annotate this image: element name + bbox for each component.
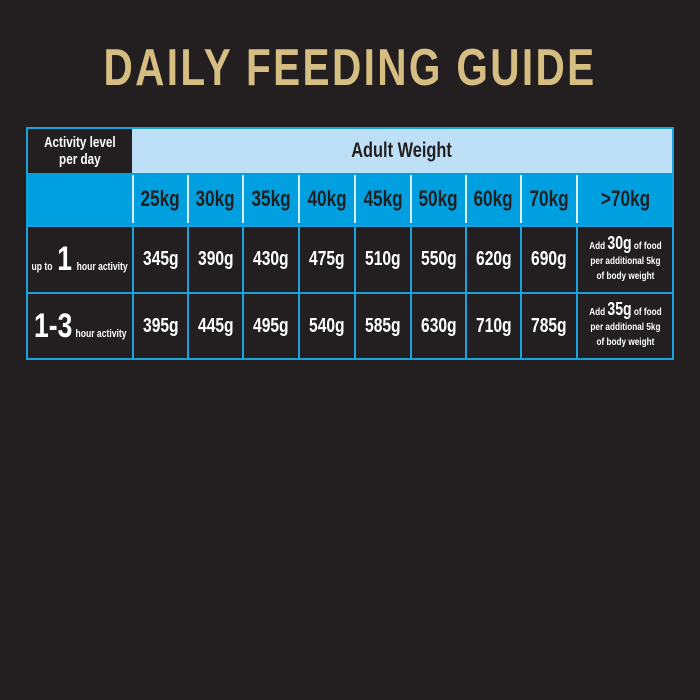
weight-column-header: 50kg (410, 175, 465, 223)
activity-hours: 1-3 (33, 306, 73, 345)
activity-row-label: up to 1 hour activity (28, 225, 132, 292)
weight-label: 35kg (251, 186, 291, 211)
feeding-amount-cell: 690g (520, 225, 576, 292)
feeding-amount: 785g (531, 314, 567, 337)
feeding-amount: 550g (420, 248, 457, 270)
feeding-amount: 710g (475, 314, 512, 337)
feeding-amount-cell: 395g (132, 292, 187, 358)
feeding-amount-cell: 475g (298, 225, 354, 292)
weight-column-header: 40kg (298, 175, 354, 223)
activity-row-label: 1-3 hour activity (28, 292, 132, 358)
activity-header-line1: Activity level (44, 134, 116, 151)
note-line3: of body weight (596, 269, 654, 282)
weight-column-header: 60kg (465, 175, 520, 223)
page-title: DAILY FEEDING GUIDE (103, 39, 597, 97)
weight-row (28, 173, 672, 225)
feeding-amount-cell: 620g (465, 225, 520, 292)
additional-weight-note: Add 35g of food per additional 5kg of body… (576, 292, 672, 358)
note-line2: per additional 5kg (589, 321, 661, 333)
feeding-amount-cell: 445g (187, 292, 242, 358)
adult-weight-header: Adult Weight (132, 129, 672, 173)
feeding-amount-cell: 540g (298, 292, 354, 358)
feeding-amount: 390g (197, 248, 234, 270)
note-post: of food (633, 239, 662, 252)
feeding-amount: 475g (309, 248, 345, 270)
note-amount: 35g (606, 299, 632, 319)
weight-label: >70kg (600, 186, 650, 211)
feeding-amount: 345g (142, 248, 179, 270)
weight-label: 40kg (307, 186, 347, 211)
note-pre: Add (588, 306, 605, 318)
weight-column-header: >70kg (576, 175, 672, 223)
activity-header: Activity level per day (28, 129, 132, 173)
weight-label: 25kg (140, 186, 181, 211)
activity-header-line2: per day (59, 151, 101, 168)
feeding-amount-cell: 345g (132, 225, 187, 292)
feeding-amount: 690g (531, 248, 567, 270)
activity-hours: 1 (57, 240, 73, 278)
weight-label: 30kg (195, 186, 236, 211)
feeding-amount-cell: 390g (187, 225, 242, 292)
feeding-amount: 495g (253, 314, 289, 337)
feeding-amount: 430g (253, 248, 289, 270)
feeding-amount: 620g (475, 248, 512, 270)
weight-column-header: 30kg (187, 175, 242, 223)
weight-column-header: 70kg (520, 175, 576, 223)
feeding-amount: 510g (365, 248, 401, 270)
feeding-amount: 395g (142, 314, 179, 337)
feeding-amount-cell: 630g (410, 292, 465, 358)
weight-label: 70kg (529, 186, 569, 211)
feeding-amount-cell: 495g (242, 292, 298, 358)
activity-suffix: hour activity (77, 261, 129, 273)
weight-column-header: 25kg (132, 175, 187, 223)
feeding-amount: 630g (420, 314, 457, 337)
weight-label: 45kg (363, 186, 403, 211)
feeding-table: Activity level per day Adult Weight 25kg 3… (26, 127, 674, 360)
weight-column-header: 45kg (354, 175, 410, 223)
feeding-amount-cell: 430g (242, 225, 298, 292)
note-line3: of body weight (596, 336, 654, 348)
note-amount: 30g (606, 232, 632, 253)
feeding-amount-cell: 785g (520, 292, 576, 358)
feeding-amount-cell: 585g (354, 292, 410, 358)
activity-prefix: up to (31, 261, 53, 273)
weight-label: 50kg (418, 186, 459, 211)
feeding-amount-cell: 550g (410, 225, 465, 292)
weight-label: 60kg (473, 186, 514, 211)
feeding-amount-cell: 710g (465, 292, 520, 358)
note-post: of food (633, 306, 662, 318)
note-pre: Add (588, 239, 605, 252)
activity-suffix: hour activity (75, 327, 127, 340)
note-line2: per additional 5kg (589, 254, 661, 267)
feeding-amount: 445g (197, 314, 234, 337)
feeding-amount: 540g (309, 314, 345, 337)
additional-weight-note: Add 30g of food per additional 5kg of body… (576, 225, 672, 292)
feeding-amount-cell: 510g (354, 225, 410, 292)
feeding-amount: 585g (365, 314, 401, 337)
weight-column-header: 35kg (242, 175, 298, 223)
